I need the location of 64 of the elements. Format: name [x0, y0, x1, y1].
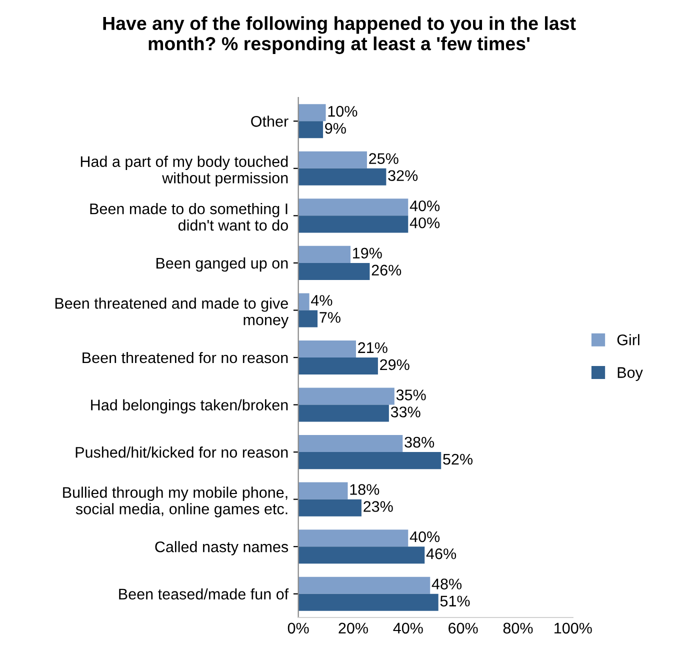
bar: [298, 104, 326, 122]
x-tick-label: 80%: [503, 622, 533, 634]
data-label: 7%: [320, 312, 340, 323]
y-tick-label: Bullied through my mobile phone, social media, online games etc.: [63, 486, 288, 518]
data-label: 33%: [390, 406, 420, 418]
bar: [298, 388, 394, 405]
bar: [298, 482, 348, 500]
bar: [298, 404, 389, 422]
bar: [298, 358, 378, 375]
data-label: 26%: [372, 264, 402, 276]
bar: [298, 435, 403, 452]
x-tick-label: 40%: [393, 622, 423, 634]
data-label: 48%: [432, 578, 462, 590]
data-label: 35%: [396, 390, 426, 400]
data-label: 52%: [443, 454, 473, 465]
bar: [298, 151, 367, 168]
x-tick-label: 60%: [448, 622, 478, 634]
bar: [298, 198, 408, 216]
legend-label: Boy: [618, 367, 643, 381]
bar: [298, 452, 442, 470]
bar: [298, 121, 324, 138]
y-tick-label: Been threatened and made to give money: [55, 298, 289, 328]
bar: [298, 293, 310, 310]
y-tick-label: Pushed/hit/kicked for no reason: [76, 446, 288, 458]
data-label: 46%: [426, 548, 456, 560]
chart-title: Have any of the following happened to you in the last month? % responding at least a 'few times': [103, 16, 576, 54]
x-tick-label: 0%: [288, 622, 309, 634]
legend-label: Girl: [617, 334, 640, 346]
bar: [298, 168, 386, 186]
data-label: 40%: [410, 531, 440, 542]
data-label: 40%: [410, 217, 440, 228]
data-label: 29%: [380, 359, 410, 370]
bar: [298, 499, 362, 516]
data-label: 40%: [410, 200, 440, 212]
y-tick-label: Other: [251, 116, 288, 127]
x-tick-label: 100%: [554, 622, 592, 634]
y-tick-label: Been threatened for no reason: [82, 352, 288, 364]
data-label: 10%: [328, 106, 358, 117]
data-label: 4%: [311, 295, 332, 306]
data-label: 23%: [364, 501, 393, 512]
bar: [298, 594, 438, 611]
data-label: 9%: [325, 122, 346, 134]
bar: [298, 576, 430, 594]
y-tick-label: Had belongings taken/broken: [91, 399, 288, 414]
y-tick-label: Been ganged up on: [156, 257, 288, 272]
data-label: 38%: [404, 436, 434, 448]
x-tick-label: 20%: [338, 622, 368, 634]
data-label: 25%: [369, 153, 398, 164]
data-label: 21%: [358, 342, 388, 354]
data-label: 19%: [353, 248, 382, 259]
bar: [298, 546, 425, 564]
bar: [298, 310, 318, 328]
bar: [298, 530, 408, 547]
y-tick-label: Been teased/made fun of: [119, 588, 289, 600]
data-label: 18%: [350, 484, 380, 495]
bar: [298, 216, 408, 233]
data-label: 32%: [388, 170, 418, 182]
bar: [298, 262, 370, 280]
bar: [298, 340, 356, 358]
bar: [298, 246, 350, 263]
y-tick-label: Had a part of my body touched without permission: [80, 156, 288, 186]
data-label: 51%: [440, 596, 470, 606]
y-tick-label: Called nasty names: [155, 541, 288, 556]
y-tick-label: Been made to do something I didn't want to do: [90, 203, 288, 231]
